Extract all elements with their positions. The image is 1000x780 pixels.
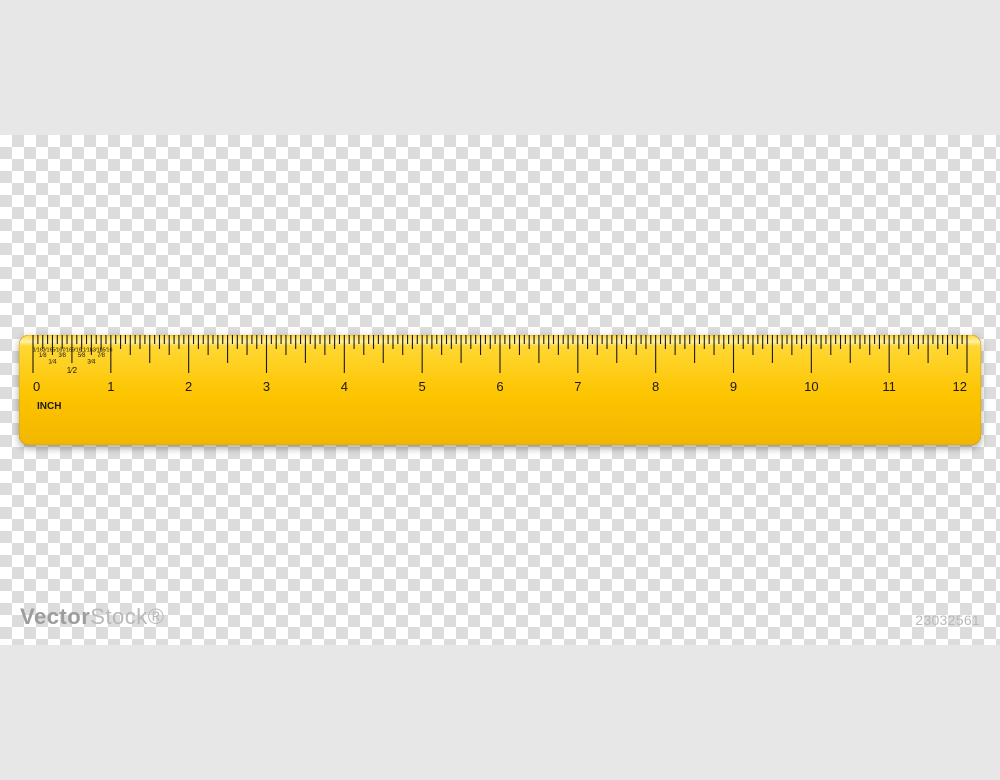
ruler-svg: 0123456789101112 1⁄161⁄83⁄161⁄45⁄163⁄87⁄…	[19, 335, 981, 445]
svg-text:3: 3	[263, 379, 270, 394]
svg-text:7⁄8: 7⁄8	[97, 353, 105, 359]
svg-text:8: 8	[652, 379, 659, 394]
svg-text:2: 2	[185, 379, 192, 394]
ruler-unit-label: INCH	[37, 401, 61, 412]
watermark-id: 23032561	[915, 612, 980, 628]
svg-text:3⁄8: 3⁄8	[58, 353, 66, 359]
svg-text:1⁄8: 1⁄8	[39, 353, 47, 359]
letterbox-bottom	[0, 645, 1000, 780]
svg-text:12: 12	[953, 379, 967, 394]
svg-text:0: 0	[33, 379, 40, 394]
svg-text:11: 11	[882, 379, 896, 394]
svg-text:1: 1	[107, 379, 114, 394]
svg-text:1⁄2: 1⁄2	[67, 366, 78, 375]
svg-text:15⁄16: 15⁄16	[99, 348, 112, 354]
svg-text:5: 5	[419, 379, 426, 394]
svg-text:3⁄4: 3⁄4	[87, 359, 96, 366]
svg-text:7⁄16: 7⁄16	[62, 348, 72, 354]
letterbox-top	[0, 0, 1000, 135]
svg-text:10: 10	[804, 379, 818, 394]
svg-text:6: 6	[496, 379, 503, 394]
watermark-brand-reg: ®	[148, 604, 165, 629]
svg-text:5⁄8: 5⁄8	[78, 353, 86, 359]
watermark-brand: VectorStock®	[20, 604, 165, 630]
svg-text:9: 9	[730, 379, 737, 394]
watermark-brand-prefix: Vector	[20, 604, 90, 629]
watermark-brand-suffix: Stock	[90, 604, 148, 629]
svg-text:7: 7	[574, 379, 581, 394]
svg-text:4: 4	[341, 379, 348, 394]
svg-text:3⁄16: 3⁄16	[43, 348, 53, 354]
stage: 0123456789101112 1⁄161⁄83⁄161⁄45⁄163⁄87⁄…	[0, 0, 1000, 780]
svg-text:1⁄4: 1⁄4	[48, 359, 57, 366]
ruler: 0123456789101112 1⁄161⁄83⁄161⁄45⁄163⁄87⁄…	[19, 335, 981, 445]
